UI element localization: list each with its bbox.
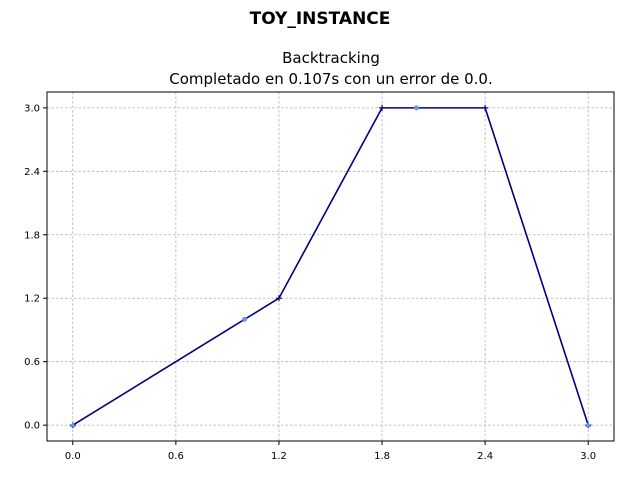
y-tick-label: 0.0	[24, 421, 40, 432]
x-tick-label: 0.0	[65, 451, 81, 462]
triangle-marker	[585, 421, 592, 428]
series-line	[72, 107, 589, 426]
series-point	[482, 104, 489, 111]
y-tick-label: 1.8	[24, 230, 40, 241]
chart-title-line2: Completado en 0.107s con un error de 0.0…	[169, 70, 492, 88]
y-tick-label: 0.6	[24, 357, 40, 368]
chart-title-line1: Backtracking	[282, 49, 380, 67]
series-point	[379, 104, 386, 111]
x-tick-label: 3.0	[580, 451, 596, 462]
plot-frame	[46, 91, 615, 442]
y-tick-label: 1.2	[24, 294, 40, 305]
grid-lines	[47, 92, 614, 441]
points-layer	[69, 105, 592, 428]
triangle-marker	[69, 421, 76, 428]
circle-marker	[242, 316, 248, 322]
axis-ticks: 0.0 0.6 1.2 1.8 2.4 3.0 0.0 0.6 1.2 1.8 2.4 3.0	[24, 103, 596, 462]
y-tick-label: 2.4	[24, 167, 40, 178]
x-tick-label: 2.4	[477, 451, 493, 462]
x-tick-label: 0.6	[168, 451, 184, 462]
x-tick-label: 1.2	[271, 451, 287, 462]
figure-suptitle: TOY_INSTANCE	[250, 9, 391, 29]
circle-marker	[413, 105, 419, 111]
x-tick-label: 1.8	[374, 451, 390, 462]
series-point	[275, 295, 282, 302]
series-layer	[69, 104, 592, 429]
y-tick-label: 3.0	[24, 103, 40, 114]
